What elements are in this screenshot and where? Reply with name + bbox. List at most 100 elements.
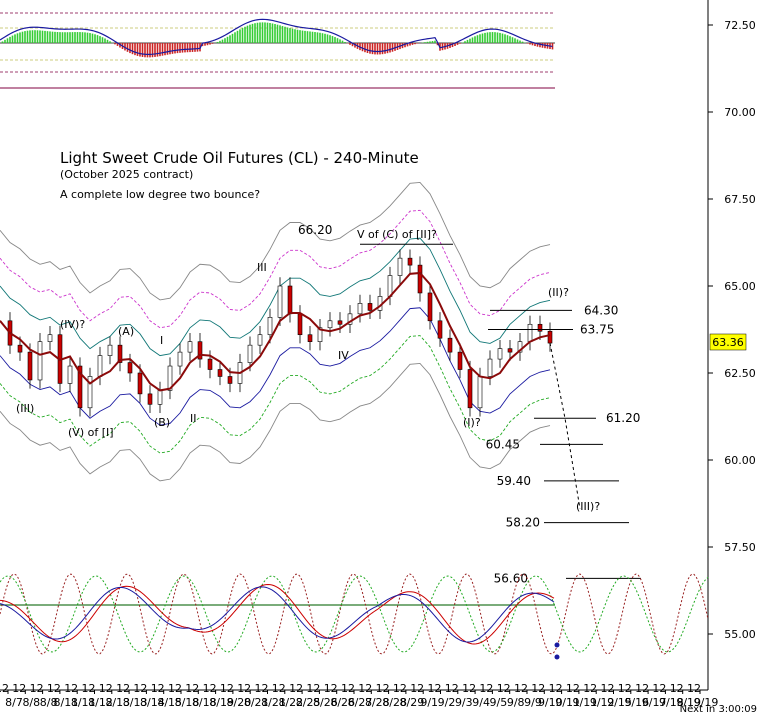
momentum-indicator-panel — [0, 12, 555, 89]
candle — [497, 348, 503, 360]
candle — [437, 320, 443, 339]
date-label: 9/12 — [590, 696, 615, 709]
hour-label: 12 — [203, 682, 217, 695]
hour-label: 12 — [618, 682, 632, 695]
date-label: 8/18 — [175, 696, 200, 709]
date-label: 8/11 — [54, 696, 79, 709]
candle — [157, 390, 163, 405]
time-axis: 128/7128/8128/8128/11128/11128/12128/131… — [0, 682, 718, 709]
date-label: 8/25 — [296, 696, 321, 709]
candle — [167, 365, 173, 391]
wave-label: (III) — [16, 402, 34, 415]
date-label: 9/1 — [420, 696, 438, 709]
candle — [327, 320, 333, 329]
date-label: 9/18 — [659, 696, 684, 709]
hour-label: 12 — [220, 682, 234, 695]
date-label: 8/12 — [88, 696, 113, 709]
hour-label: 12 — [445, 682, 459, 695]
hour-label: 12 — [237, 682, 251, 695]
hour-label: 12 — [99, 682, 113, 695]
hour-label: 12 — [566, 682, 580, 695]
candle — [207, 358, 213, 370]
hour-label: 12 — [462, 682, 476, 695]
candle — [67, 365, 73, 384]
cycle-line — [0, 573, 709, 655]
candle — [457, 351, 463, 370]
candle — [407, 257, 413, 266]
date-label: 8/29 — [400, 696, 425, 709]
date-label: 8/27 — [348, 696, 373, 709]
price-tick-label: 55.00 — [724, 628, 756, 641]
candle — [177, 351, 183, 367]
date-label: 9/16 — [624, 696, 649, 709]
candle — [517, 341, 523, 353]
date-label: 9/10 — [538, 696, 563, 709]
hour-label: 12 — [497, 682, 511, 695]
candle — [537, 323, 543, 332]
wave-label: (V) of [I] — [68, 426, 114, 439]
wave-label: IV — [338, 349, 349, 362]
hour-label: 12 — [393, 682, 407, 695]
price-axis: 72.50 70.00 67.50 65.00 62.50 60.00 57.50 55.00 — [708, 19, 756, 641]
date-label: 9/5 — [490, 696, 508, 709]
momentum-histogram — [1, 22, 554, 58]
candle — [547, 330, 553, 344]
hour-label: 12 — [185, 682, 199, 695]
candle — [387, 275, 393, 297]
candle — [507, 348, 513, 353]
next-bar-timer: Next in 3:00:09 — [680, 704, 757, 715]
date-label: 9/4 — [472, 696, 490, 709]
level-label: 63.75 — [580, 323, 614, 337]
hour-label: 12 — [12, 682, 26, 695]
candle — [17, 344, 23, 353]
candle — [137, 372, 143, 395]
wave-label: II — [190, 412, 197, 425]
moving-average-line — [0, 271, 551, 392]
date-label: 8/7 — [5, 696, 23, 709]
hour-label: 12 — [479, 682, 493, 695]
hour-label: 12 — [514, 682, 528, 695]
date-label: 8/13 — [123, 696, 148, 709]
price-tick-label: 57.50 — [724, 541, 756, 554]
candle — [37, 341, 43, 381]
candle — [247, 344, 253, 363]
hour-label: 12 — [687, 682, 701, 695]
envelope-line — [0, 182, 551, 301]
hour-label: 12 — [151, 682, 165, 695]
level-label: 59.40 — [497, 474, 531, 488]
date-label: 8/15 — [157, 696, 182, 709]
hour-label: 12 — [133, 682, 147, 695]
cycle-line — [0, 586, 555, 643]
candle — [337, 320, 343, 325]
date-label: 8/28 — [365, 696, 390, 709]
level-label: 61.20 — [606, 411, 640, 425]
hour-label: 12 — [635, 682, 649, 695]
date-label: 9/2 — [438, 696, 456, 709]
wave-label: (I)? — [463, 416, 481, 429]
candle — [127, 362, 133, 374]
target-levels: 64.30 63.75 61.20 60.45 59.40 58.20 56.60 66.20 — [298, 223, 641, 585]
date-label: 9/8 — [507, 696, 525, 709]
hour-label: 12 — [255, 682, 269, 695]
last-price-badge — [709, 333, 747, 351]
wave-label: (III)? — [576, 500, 600, 513]
date-label: 8/28 — [382, 696, 407, 709]
date-label: 9/9 — [524, 696, 542, 709]
hour-label: 12 — [324, 682, 338, 695]
wave-label: (II)? — [548, 286, 569, 299]
candle — [297, 313, 303, 336]
level-label: 64.30 — [584, 303, 618, 317]
envelope-line — [0, 307, 551, 426]
hour-label: 12 — [0, 682, 9, 695]
hour-label: 12 — [168, 682, 182, 695]
chart-subtitle: (October 2025 contract) — [60, 168, 193, 181]
last-price-label: 63.36 — [712, 336, 744, 349]
price-tick-label: 62.50 — [724, 367, 756, 380]
candle — [427, 292, 433, 322]
hour-label: 12 — [601, 682, 615, 695]
candle — [367, 303, 373, 311]
candle — [47, 334, 53, 342]
candle — [87, 376, 93, 409]
hour-label: 12 — [272, 682, 286, 695]
